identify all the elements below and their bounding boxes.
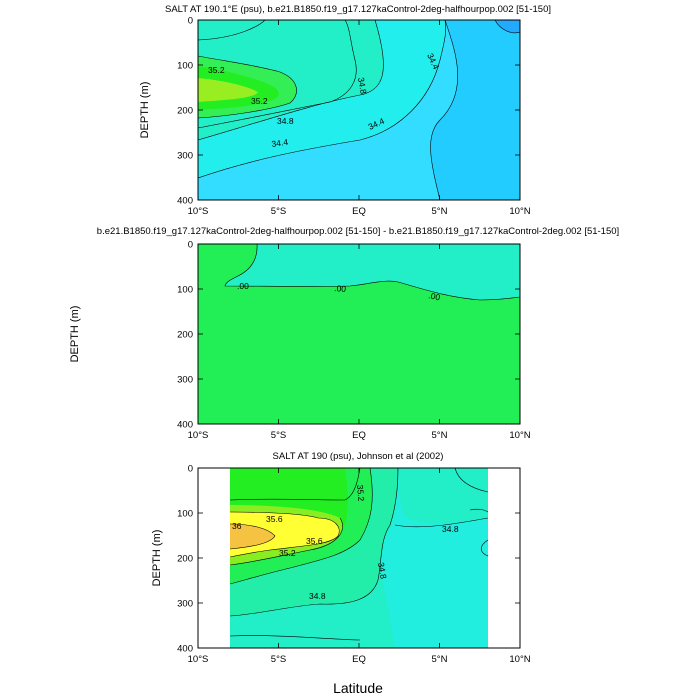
panel-3-fill-360 bbox=[230, 512, 340, 557]
panel-3-contour-label: 34.8 bbox=[309, 591, 326, 601]
panel-1: SALT AT 190.1°E (psu), b.e21.B1850.f19_g… bbox=[139, 4, 551, 217]
panel-3-contour-label: 35.2 bbox=[279, 548, 296, 558]
x-tick-label: 10°N bbox=[509, 654, 530, 665]
panel-2-title: b.e21.B1850.f19_g17.127kaControl-2deg-ha… bbox=[97, 226, 619, 237]
panel-1-axes: 10°S 5°S EQ 5°N 10°N 0 100 200 300 400 bbox=[177, 16, 531, 218]
x-tick-label: EQ bbox=[352, 430, 366, 441]
panel-2-contour-label: .00 bbox=[237, 281, 249, 291]
x-tick-label: 10°S bbox=[188, 654, 209, 665]
panel-1-contour-labels: 35.2 35.2 34.8 34.8 34.4 34.4 34.4 bbox=[208, 52, 441, 149]
panel-1-contour-label: 35.2 bbox=[208, 65, 225, 75]
panel-3-plot: 35.2 35.6 36 35.6 35.2 34.8 34.8 34.8 bbox=[230, 468, 488, 648]
panel-2-contour-labels: .00 .00 .00 bbox=[237, 281, 441, 302]
y-tick-label: 200 bbox=[177, 106, 193, 117]
x-tick-label: 10°S bbox=[188, 206, 209, 217]
x-tick-label: 5°S bbox=[271, 654, 286, 665]
panel-3-contour-label: 35.2 bbox=[355, 484, 366, 502]
y-tick-label: 400 bbox=[177, 420, 193, 431]
x-tick-label: 5°S bbox=[271, 206, 286, 217]
panel-3: SALT AT 190 (psu), Johnson et al (2002) bbox=[151, 451, 531, 696]
panel-2-contour-label: .00 bbox=[428, 290, 442, 302]
x-tick-label: EQ bbox=[352, 654, 366, 665]
panel-3-contour-labels: 35.2 35.6 36 35.6 35.2 34.8 34.8 34.8 bbox=[232, 484, 459, 601]
panel-3-contour-label: 34.8 bbox=[376, 562, 389, 580]
y-tick-label: 300 bbox=[177, 375, 193, 386]
panel-3-title: SALT AT 190 (psu), Johnson et al (2002) bbox=[273, 451, 444, 462]
y-tick-label: 300 bbox=[177, 151, 193, 162]
panel-1-plot: 35.2 35.2 34.8 34.8 34.4 34.4 34.4 bbox=[198, 20, 520, 200]
x-tick-label: 10°S bbox=[188, 430, 209, 441]
y-tick-label: 400 bbox=[177, 644, 193, 655]
panel-3-contour-label: 35.6 bbox=[266, 514, 283, 524]
x-tick-label: 5°N bbox=[432, 206, 448, 217]
panel-2-fill-positive bbox=[225, 244, 520, 300]
panel-1-contour-label: 34.8 bbox=[277, 116, 294, 126]
y-tick-label: 200 bbox=[177, 330, 193, 341]
panel-1-fill-336 bbox=[495, 20, 520, 33]
panel-3-contour-label: 34.8 bbox=[442, 524, 459, 534]
panel-1-ylabel: DEPTH (m) bbox=[139, 82, 151, 139]
panel-1-contour-label: 34.8 bbox=[356, 77, 369, 95]
x-tick-label: 5°N bbox=[432, 430, 448, 441]
panel-1-title: SALT AT 190.1°E (psu), b.e21.B1850.f19_g… bbox=[165, 4, 551, 15]
panel-2-plot: .00 .00 .00 bbox=[198, 244, 520, 424]
panel-3-ylabel: DEPTH (m) bbox=[151, 530, 163, 587]
y-tick-label: 0 bbox=[188, 240, 193, 251]
panel-3-fill-344 bbox=[381, 468, 488, 648]
y-tick-label: 100 bbox=[177, 61, 193, 72]
panel-1-contour-label: 35.2 bbox=[251, 96, 268, 106]
x-tick-label: 5°S bbox=[271, 430, 286, 441]
panel-3-contour-label: 35.6 bbox=[306, 536, 323, 546]
y-tick-label: 300 bbox=[177, 599, 193, 610]
y-tick-label: 400 bbox=[177, 196, 193, 207]
x-tick-label: 5°N bbox=[432, 654, 448, 665]
y-tick-label: 100 bbox=[177, 509, 193, 520]
x-tick-label: EQ bbox=[352, 206, 366, 217]
panel-3-axes: 10°S 5°S EQ 5°N 10°N 0 100 200 300 400 bbox=[177, 464, 531, 666]
y-tick-label: 200 bbox=[177, 554, 193, 565]
panel-2-axes: 10°S 5°S EQ 5°N 10°N 0 100 200 300 400 bbox=[177, 240, 531, 442]
panel-2: b.e21.B1850.f19_g17.127kaControl-2deg-ha… bbox=[69, 226, 619, 441]
panel-2-ylabel: DEPTH (m) bbox=[69, 306, 81, 363]
x-tick-label: 10°N bbox=[509, 430, 530, 441]
x-tick-label: 10°N bbox=[509, 206, 530, 217]
y-tick-label: 0 bbox=[188, 464, 193, 475]
y-tick-label: 100 bbox=[177, 285, 193, 296]
panel-1-fill-360 bbox=[198, 78, 258, 102]
y-tick-label: 0 bbox=[188, 16, 193, 27]
x-axis-label: Latitude bbox=[333, 680, 383, 696]
panel-2-contour-label: .00 bbox=[334, 283, 347, 294]
panel-1-contour-label: 34.4 bbox=[271, 137, 289, 149]
panel-3-contour-label: 36 bbox=[232, 521, 242, 531]
panel-1-fill-340 bbox=[430, 20, 520, 200]
